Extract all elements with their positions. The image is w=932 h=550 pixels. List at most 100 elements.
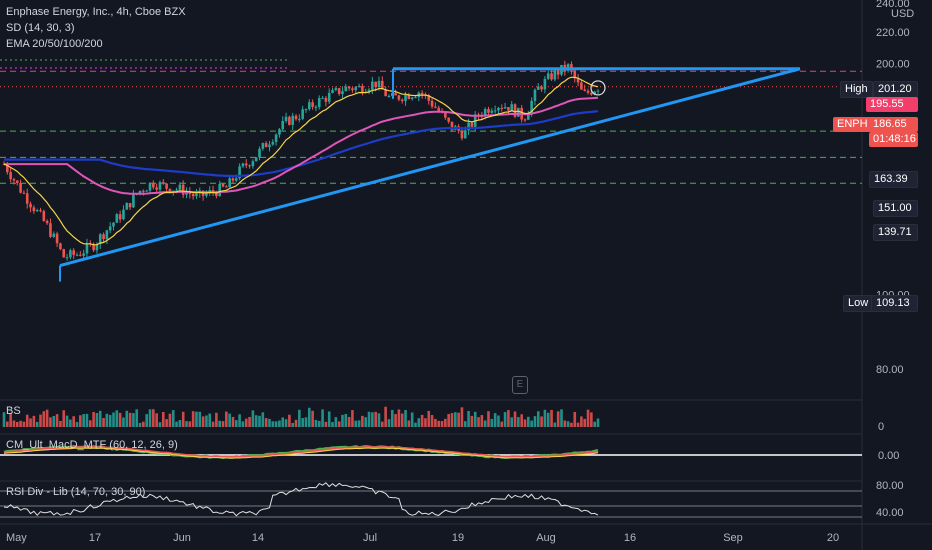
candle-body: [112, 222, 115, 227]
rsi-pane-label[interactable]: RSI Div - Lib (14, 70, 30, 90): [6, 486, 146, 498]
volume-bar: [132, 413, 135, 427]
candle-body: [304, 109, 308, 111]
candle-body: [105, 230, 109, 240]
volume-bar: [477, 417, 480, 427]
volume-bar: [377, 413, 381, 427]
macd-pane-label[interactable]: CM_Ult_MacD_MTF (60, 12, 26, 9): [6, 439, 178, 451]
volume-bar: [351, 410, 354, 427]
volume-bar: [566, 421, 570, 427]
volume-bar: [65, 415, 69, 427]
volume-bar: [463, 421, 467, 427]
currency-label: USD: [891, 8, 914, 20]
volume-bar: [188, 421, 192, 427]
candle-body: [102, 234, 105, 240]
candle-body: [22, 192, 26, 194]
volume-bar: [108, 414, 112, 427]
volume-bar: [142, 421, 145, 427]
resistance-level-tag: 195.55: [866, 97, 918, 112]
volume-bar: [307, 407, 311, 427]
candle-body: [407, 94, 411, 100]
candle-body: [248, 165, 251, 167]
candle-body: [553, 69, 557, 80]
candle-body: [72, 250, 75, 255]
candle-body: [420, 92, 424, 95]
volume-bar: [178, 420, 182, 427]
volume-bar: [467, 411, 470, 427]
candle-body: [258, 148, 261, 158]
candle-body: [175, 189, 178, 191]
indicator-sd-label[interactable]: SD (14, 30, 3): [6, 22, 75, 34]
candle-body: [507, 107, 510, 111]
candle-body: [410, 97, 414, 100]
volume-bar: [460, 407, 464, 427]
volume-bar: [311, 410, 314, 427]
candle-body: [178, 184, 182, 190]
candle-body: [271, 141, 275, 145]
candle-body: [381, 80, 384, 90]
candle-body: [533, 89, 537, 101]
candle-body: [331, 90, 334, 93]
price-axis-tick: 220.00: [876, 27, 910, 39]
volume-bar: [367, 411, 371, 427]
volume-bar: [394, 414, 397, 427]
volume-bar: [510, 417, 514, 427]
high-label: High: [840, 81, 873, 98]
candle-body: [437, 107, 441, 112]
price-axis-tick: 80.00: [876, 364, 904, 376]
candle-body: [225, 186, 228, 188]
volume-bar: [437, 420, 441, 427]
candle-body: [503, 107, 507, 109]
volume-bar: [546, 412, 550, 427]
volume-axis-tick: 0: [878, 421, 884, 433]
candle-body: [85, 243, 89, 254]
candle-body: [132, 194, 135, 208]
candle-body: [463, 130, 467, 139]
ema-20-line: [3, 76, 599, 246]
time-axis-label: 16: [624, 532, 636, 544]
level-163-tag: 163.39: [869, 171, 918, 188]
volume-bar: [347, 416, 351, 427]
volume-bar: [536, 411, 540, 427]
volume-pane-label[interactable]: BS: [6, 405, 21, 417]
candle-body: [384, 89, 387, 97]
time-axis-label: Aug: [536, 532, 556, 544]
volume-bar: [32, 415, 36, 427]
volume-bar: [487, 411, 490, 427]
volume-bar: [440, 421, 444, 427]
rsi-axis-tick: 80.00: [876, 480, 904, 492]
candle-body: [334, 88, 338, 91]
candle-body: [59, 243, 62, 250]
candle-body: [317, 98, 321, 107]
volume-bar: [327, 411, 331, 427]
volume-bar: [281, 417, 285, 427]
volume-bar: [381, 421, 384, 427]
candle-body: [510, 104, 514, 111]
volume-bar: [354, 420, 358, 427]
volume-bar: [583, 418, 587, 427]
volume-bar: [105, 413, 109, 427]
candle-body: [294, 115, 298, 120]
low-label: Low: [843, 295, 874, 312]
volume-bar: [387, 419, 391, 427]
candle-body: [347, 86, 351, 89]
volume-bar: [483, 420, 487, 427]
candle-body: [404, 94, 407, 102]
volume-bar: [148, 409, 152, 427]
candle-body: [377, 80, 381, 87]
candle-body: [142, 190, 145, 192]
symbol-title[interactable]: Enphase Energy, Inc., 4h, Cboe BZX: [6, 6, 186, 18]
candle-body: [483, 109, 487, 117]
volume-bar: [493, 413, 497, 427]
candle-body: [467, 122, 470, 131]
indicator-ema-label[interactable]: EMA 20/50/100/200: [6, 38, 103, 50]
volume-bar: [593, 421, 596, 427]
candle-body: [264, 143, 268, 148]
earnings-icon[interactable]: E: [512, 376, 528, 394]
volume-bar: [397, 409, 401, 427]
candle-body: [427, 95, 431, 101]
candle-body: [25, 193, 29, 204]
candle-body: [251, 161, 255, 167]
candle-body: [447, 117, 450, 122]
candle-body: [65, 257, 69, 259]
